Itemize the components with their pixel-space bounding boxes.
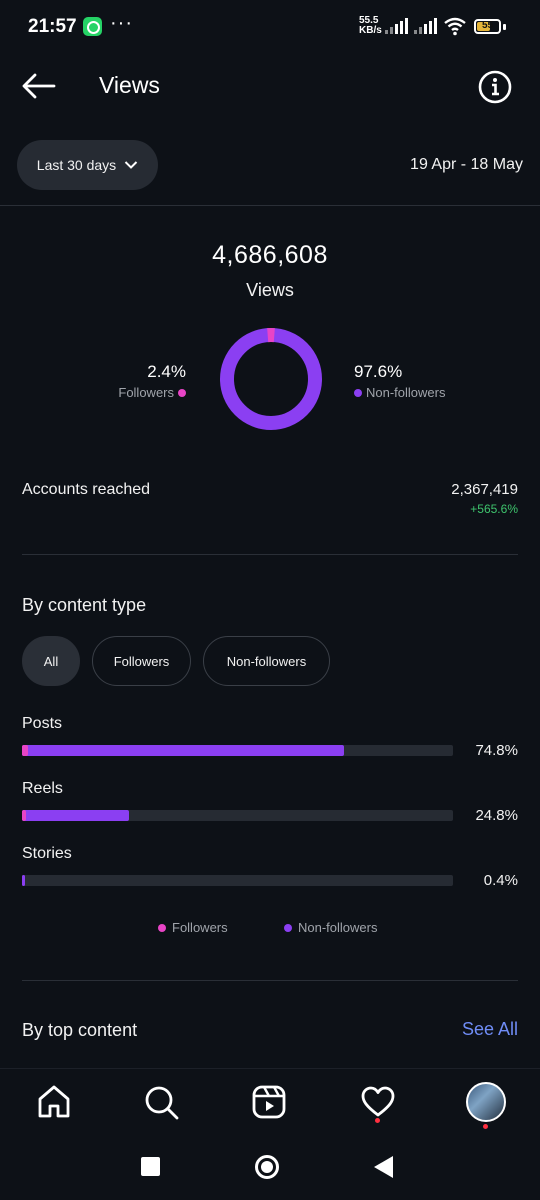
nav-activity-button[interactable] [358,1082,398,1122]
filter-chip-followers[interactable]: Followers [92,636,191,686]
network-speed-value: 55.5 [359,15,379,26]
arrow-left-icon [22,73,56,99]
bar-fill-reels [22,810,129,821]
heart-icon [361,1086,395,1117]
status-time: 21:57 [28,16,77,37]
accounts-reached-change: +565.6% [470,502,518,516]
nav-reels-button[interactable] [249,1082,289,1122]
back-button[interactable] [18,68,58,104]
bar-fill-stories [22,875,25,886]
nav-home-button[interactable] [34,1082,74,1122]
followers-legend: Followers [118,385,186,400]
info-button[interactable] [477,69,513,105]
bar-track-posts [22,745,453,756]
network-speed-unit: KB/s [359,25,382,36]
followers-percentage: 2.4% [147,362,186,381]
followers-legend-label: Followers [118,385,174,400]
signal-icon-1 [385,18,409,34]
bar-fill-posts [22,745,344,756]
legend-followers: Followers [158,920,228,935]
legend-followers-label: Followers [172,920,228,935]
nonfollowers-legend: Non-followers [354,385,445,400]
nonfollowers-dot [284,923,292,932]
wifi-icon [444,17,466,36]
bar-label-posts: Posts [22,715,63,732]
bar-label-stories: Stories [22,845,72,862]
legend-nonfollowers-label: Non-followers [298,920,378,935]
bar-track-reels [22,810,453,821]
network-speed: 55.5 KB/s [359,16,382,36]
legend-nonfollowers: Non-followers [284,920,377,935]
battery-tip [503,24,506,30]
bar-track-stories [22,875,453,886]
battery-level: 55 [481,20,494,31]
accounts-reached-label: Accounts reached [22,481,151,498]
info-icon [478,70,512,104]
recents-button[interactable] [141,1157,160,1176]
bar-pct-reels: 24.8% [475,807,518,824]
date-range-dropdown-label: Last 30 days [36,157,117,173]
divider [22,980,518,981]
search-icon [145,1086,179,1120]
followers-dot [158,923,166,932]
home-button[interactable] [255,1155,279,1179]
whatsapp-icon [83,17,102,36]
see-all-link[interactable]: See All [461,1019,518,1039]
nonfollowers-percentage: 97.6% [354,362,403,381]
donut-nonfollowers-ring [220,328,322,430]
section-title-content-type: By content type [22,595,147,615]
total-views-label: Views [246,280,294,300]
views-donut-chart [220,328,322,430]
home-icon [38,1085,70,1118]
divider [22,554,518,555]
battery-icon: 55 [474,19,501,34]
bar-pct-stories: 0.4% [483,872,518,889]
section-title-top-content: By top content [22,1020,138,1040]
accounts-reached-value: 2,367,419 [451,481,518,498]
date-range-text: 19 Apr - 18 May [410,156,523,173]
filter-chip-all[interactable]: All [22,636,80,686]
date-range-dropdown[interactable]: Last 30 days [17,140,158,190]
chevron-down-icon [124,161,138,169]
divider [0,205,540,206]
nav-search-button[interactable] [141,1082,181,1122]
bar-followers-reels [22,810,26,821]
activity-notification-dot [375,1118,380,1123]
more-notifications-icon: ··· [110,12,133,34]
total-views-value: 4,686,608 [212,241,328,269]
bar-pct-posts: 74.8% [475,742,518,759]
followers-dot [178,388,186,397]
nonfollowers-dot [354,388,362,397]
profile-notification-dot [483,1124,488,1129]
bar-followers-posts [22,745,28,756]
signal-icon-2 [414,18,438,34]
system-back-button[interactable] [374,1156,393,1178]
filter-chip-nonfollowers[interactable]: Non-followers [203,636,330,686]
bar-label-reels: Reels [22,780,63,797]
profile-avatar[interactable] [466,1082,506,1122]
bottom-navigation [0,1068,540,1138]
page-title: Views [99,72,160,98]
reels-icon [252,1085,286,1119]
nonfollowers-legend-label: Non-followers [366,385,446,400]
